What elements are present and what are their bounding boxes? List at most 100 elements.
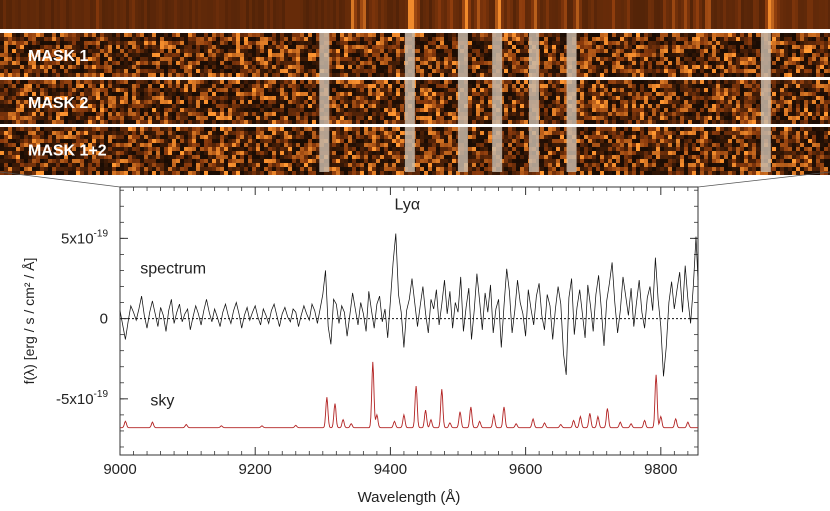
noise-pixel (352, 88, 356, 92)
noise-pixel (592, 100, 596, 104)
noise-pixel (256, 84, 260, 88)
noise-pixel (16, 116, 20, 120)
noise-pixel (800, 37, 804, 41)
noise-pixel (352, 100, 356, 104)
noise-pixel (344, 53, 348, 57)
noise-pixel (172, 69, 176, 73)
noise-pixel (712, 88, 716, 92)
noise-pixel (12, 65, 16, 69)
sky-2d-column (549, 0, 552, 29)
noise-pixel (504, 45, 508, 49)
noise-pixel (64, 61, 68, 65)
noise-pixel (212, 33, 216, 37)
noise-pixel (180, 33, 184, 37)
noise-pixel (472, 69, 476, 73)
noise-pixel (588, 104, 592, 108)
noise-pixel (560, 116, 564, 120)
noise-pixel (184, 65, 188, 69)
noise-pixel (660, 37, 664, 41)
noise-pixel (704, 104, 708, 108)
noise-pixel (212, 69, 216, 73)
noise-pixel (360, 37, 364, 41)
noise-pixel (296, 127, 300, 131)
noise-pixel (544, 61, 548, 65)
noise-pixel (388, 80, 392, 84)
noise-pixel (156, 37, 160, 41)
noise-pixel (24, 53, 28, 57)
noise-pixel (660, 69, 664, 73)
noise-pixel (92, 92, 96, 96)
noise-pixel (336, 100, 340, 104)
noise-pixel (744, 49, 748, 53)
noise-pixel (660, 33, 664, 37)
noise-pixel (640, 57, 644, 61)
sky-2d-column (9, 0, 12, 29)
noise-pixel (228, 92, 232, 96)
noise-pixel (348, 96, 352, 100)
noise-pixel (116, 92, 120, 96)
noise-pixel (260, 108, 264, 112)
noise-pixel (12, 84, 16, 88)
sky-2d-column (492, 0, 495, 29)
noise-pixel (652, 73, 656, 77)
noise-pixel (36, 84, 40, 88)
noise-pixel (816, 37, 820, 41)
noise-pixel (204, 108, 208, 112)
noise-pixel (512, 49, 516, 53)
noise-pixel (136, 104, 140, 108)
noise-pixel (16, 80, 20, 84)
noise-pixel (556, 33, 560, 37)
noise-pixel (72, 80, 76, 84)
noise-pixel (504, 96, 508, 100)
noise-pixel (208, 45, 212, 49)
noise-pixel (544, 112, 548, 116)
noise-pixel (600, 96, 604, 100)
noise-pixel (580, 61, 584, 65)
noise-pixel (628, 88, 632, 92)
noise-pixel (684, 37, 688, 41)
noise-pixel (96, 33, 100, 37)
sky-2d-column (537, 0, 540, 29)
noise-pixel (380, 92, 384, 96)
noise-pixel (368, 73, 372, 77)
noise-pixel (172, 84, 176, 88)
noise-pixel (488, 61, 492, 65)
noise-pixel (148, 33, 152, 37)
sky-2d-column (516, 0, 519, 29)
noise-pixel (716, 65, 720, 69)
noise-pixel (152, 108, 156, 112)
sky-2d-column (339, 0, 342, 29)
mask-strip: MASK 1 (0, 33, 830, 77)
noise-pixel (712, 33, 716, 37)
noise-pixel (32, 100, 36, 104)
noise-pixel (264, 120, 268, 124)
noise-pixel (296, 80, 300, 84)
noise-pixel (452, 92, 456, 96)
noise-pixel (356, 65, 360, 69)
noise-pixel (8, 33, 12, 37)
noise-pixel (140, 49, 144, 53)
noise-pixel (140, 57, 144, 61)
noise-pixel (468, 53, 472, 57)
noise-pixel (136, 41, 140, 45)
noise-pixel (84, 112, 88, 116)
noise-pixel (100, 57, 104, 61)
noise-pixel (216, 84, 220, 88)
noise-pixel (228, 104, 232, 108)
noise-pixel (392, 120, 396, 124)
noise-pixel (820, 53, 824, 57)
noise-pixel (628, 92, 632, 96)
noise-pixel (252, 120, 256, 124)
noise-pixel (432, 49, 436, 53)
noise-pixel (200, 108, 204, 112)
noise-pixel (140, 53, 144, 57)
noise-pixel (428, 92, 432, 96)
noise-pixel (332, 61, 336, 65)
noise-pixel (312, 120, 316, 124)
noise-pixel (48, 49, 52, 53)
noise-pixel (748, 69, 752, 73)
noise-pixel (392, 108, 396, 112)
noise-pixel (316, 37, 320, 41)
noise-pixel (540, 69, 544, 73)
noise-pixel (556, 92, 560, 96)
